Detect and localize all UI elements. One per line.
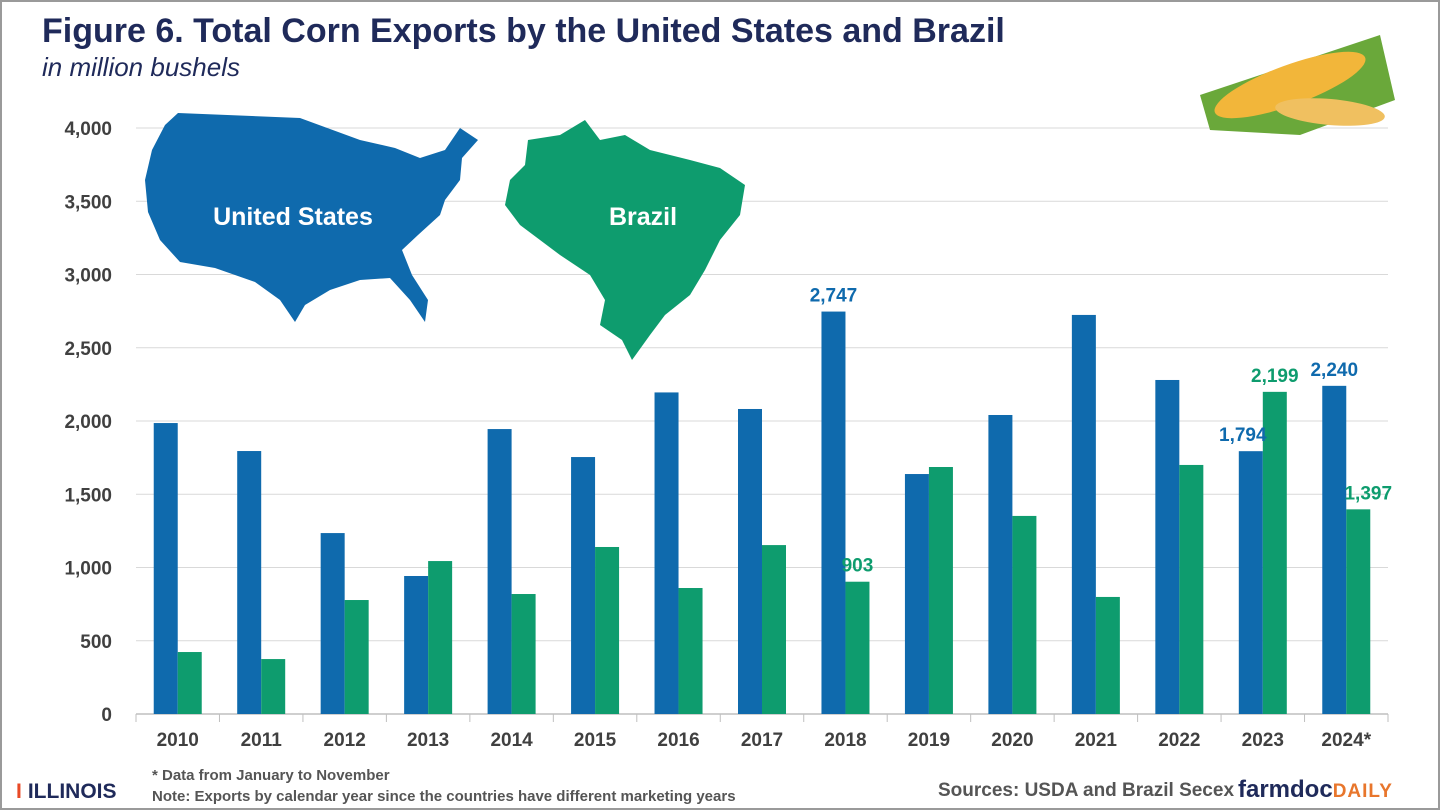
brazil-data-label: 2,199	[1251, 366, 1299, 387]
us-bar	[153, 423, 178, 714]
us-map-icon: United States	[145, 113, 478, 322]
brazil-bar	[928, 467, 953, 714]
us-data-label: 1,794	[1219, 425, 1267, 446]
y-tick-label: 1,000	[64, 559, 112, 580]
x-tick-label: 2014	[490, 730, 533, 751]
y-tick-label: 1,500	[64, 485, 112, 506]
x-tick-label: 2017	[741, 730, 783, 751]
us-map-label: United States	[213, 203, 373, 231]
us-bar	[1071, 314, 1096, 714]
brazil-bar	[845, 581, 870, 714]
brazil-bar	[762, 545, 786, 714]
chart-title: Figure 6. Total Corn Exports by the Unit…	[42, 12, 1005, 50]
brazil-data-label: 903	[842, 556, 874, 577]
us-bar	[320, 533, 345, 714]
x-tick-label: 2011	[241, 730, 283, 751]
brazil-bar	[1346, 509, 1371, 714]
y-tick-label: 3,000	[64, 266, 112, 287]
x-tick-label: 2013	[407, 730, 449, 751]
y-tick-label: 2,000	[64, 412, 112, 433]
sources: Sources: USDA and Brazil Secex	[938, 780, 1235, 801]
brazil-map-label: Brazil	[609, 203, 677, 231]
brazil-bar	[511, 594, 536, 714]
brazil-bar	[177, 652, 202, 714]
us-bar	[904, 474, 929, 714]
x-tick-label: 2010	[157, 730, 199, 751]
footnote-note: Note: Exports by calendar year since the…	[152, 788, 736, 805]
us-bar	[404, 575, 429, 714]
us-bar	[1322, 385, 1347, 714]
x-tick-label: 2012	[324, 730, 366, 751]
y-tick-label: 3,500	[64, 192, 112, 213]
x-tick-label: 2020	[991, 730, 1033, 751]
x-tick-label: 2022	[1158, 730, 1200, 751]
us-data-label: 2,747	[810, 286, 858, 307]
chart-subtitle: in million bushels	[42, 52, 240, 82]
brazil-bar	[1012, 515, 1037, 714]
us-bar	[821, 311, 846, 714]
us-bar	[571, 457, 596, 714]
y-tick-label: 2,500	[64, 339, 112, 360]
x-tick-label: 2019	[908, 730, 950, 751]
corn-icon	[1200, 35, 1395, 135]
us-bar	[487, 429, 512, 714]
us-bar	[738, 408, 762, 714]
y-tick-label: 0	[101, 705, 112, 726]
us-bar	[654, 392, 679, 714]
brazil-map-icon: Brazil	[505, 120, 745, 360]
y-tick-label: 4,000	[64, 119, 112, 140]
us-bar	[1238, 451, 1263, 714]
y-tick-label: 500	[80, 632, 112, 653]
x-tick-label: 2016	[657, 730, 699, 751]
brazil-bar	[1095, 596, 1120, 714]
us-bar	[988, 414, 1013, 714]
brazil-bar	[1262, 391, 1287, 714]
x-tick-label: 2024*	[1321, 730, 1371, 751]
brazil-bar	[595, 546, 620, 714]
brazil-data-label: 1,397	[1344, 483, 1392, 504]
us-bar	[1155, 379, 1180, 714]
x-tick-label: 2023	[1242, 730, 1284, 751]
x-tick-label: 2018	[824, 730, 866, 751]
us-bar	[237, 451, 262, 714]
brazil-bar	[428, 561, 453, 714]
illinois-logo: I ILLINOIS	[16, 780, 117, 803]
brazil-bar	[678, 588, 703, 714]
brazil-bar	[1179, 464, 1204, 714]
x-tick-label: 2021	[1075, 730, 1118, 751]
us-data-label: 2,240	[1310, 360, 1358, 381]
footnote-data: * Data from January to November	[152, 767, 390, 784]
farmdoc-logo: farmdocDAILY	[1238, 776, 1393, 803]
brazil-bar	[344, 600, 369, 714]
brazil-bar	[261, 659, 286, 714]
x-tick-label: 2015	[574, 730, 617, 751]
